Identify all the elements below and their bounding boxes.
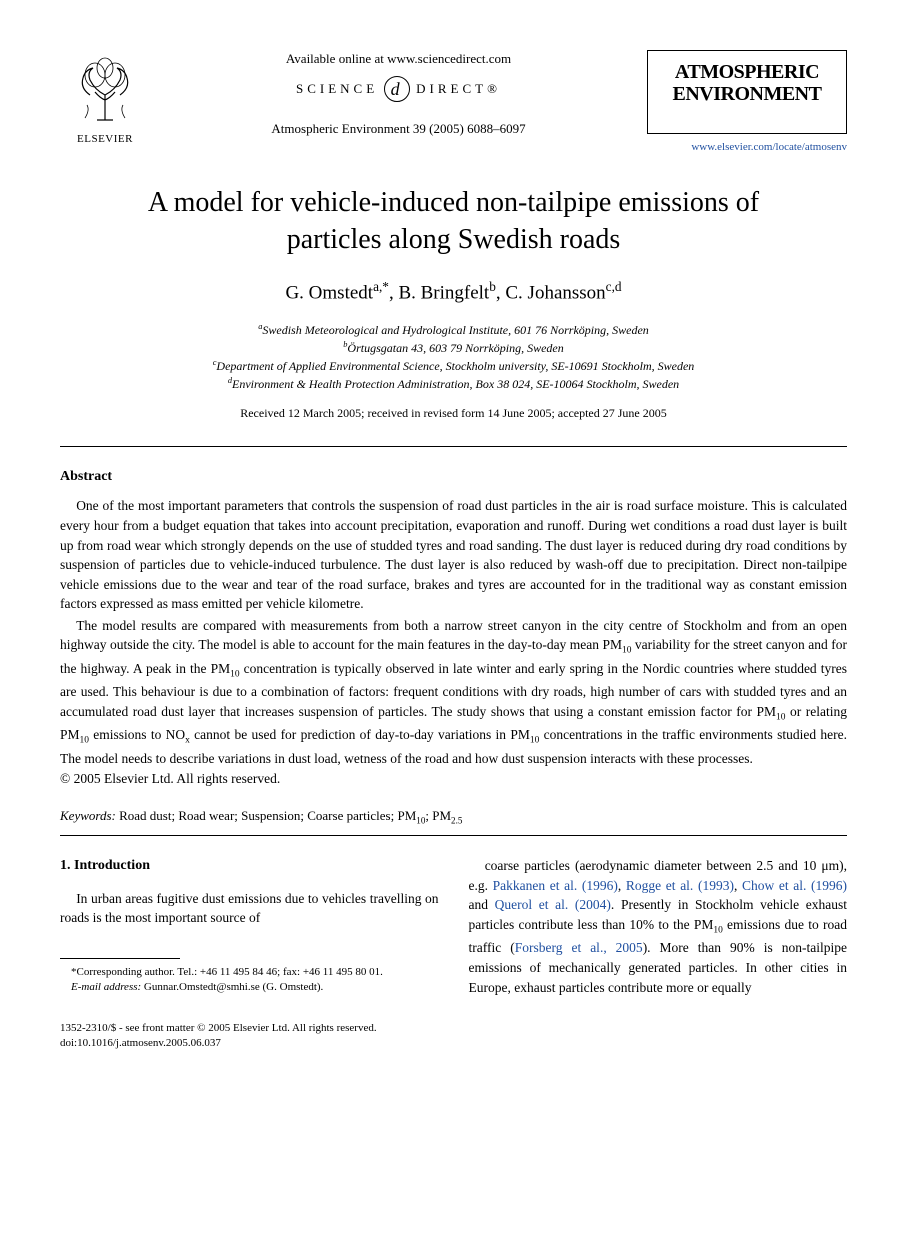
paper-page: ELSEVIER Available online at www.science… [0, 0, 907, 1092]
footer-line2: doi:10.1016/j.atmosenv.2005.06.037 [60, 1036, 847, 1051]
intro-col2-para: coarse particles (aerodynamic diameter b… [469, 856, 848, 997]
paper-title: A model for vehicle-induced non-tailpipe… [100, 185, 807, 258]
sd-d-icon: d [384, 76, 410, 102]
footnote-email: E-mail address: Gunnar.Omstedt@smhi.se (… [60, 980, 439, 995]
available-online-text: Available online at www.sciencedirect.co… [170, 50, 627, 68]
intro-heading: 1. Introduction [60, 856, 439, 876]
footnote-rule [60, 958, 180, 959]
column-left: 1. Introduction In urban areas fugitive … [60, 856, 439, 997]
affiliation-a: aSwedish Meteorological and Hydrological… [60, 321, 847, 339]
divider-bottom [60, 835, 847, 836]
sd-right: DIRECT® [416, 80, 501, 98]
column-right: coarse particles (aerodynamic diameter b… [469, 856, 848, 997]
affiliation-b: bÖrtugsgatan 43, 603 79 Norrköping, Swed… [60, 339, 847, 357]
publisher-logo: ELSEVIER [60, 50, 150, 150]
sd-left: SCIENCE [296, 80, 378, 98]
affiliations: aSwedish Meteorological and Hydrological… [60, 321, 847, 393]
submission-dates: Received 12 March 2005; received in revi… [60, 405, 847, 422]
abstract-heading: Abstract [60, 467, 847, 487]
footnote-corresponding: *Corresponding author. Tel.: +46 11 495 … [60, 965, 439, 980]
center-header: Available online at www.sciencedirect.co… [150, 50, 647, 144]
header-row: ELSEVIER Available online at www.science… [60, 50, 847, 155]
keywords-text: Road dust; Road wear; Suspension; Coarse… [119, 808, 462, 823]
journal-url[interactable]: www.elsevier.com/locate/atmosenv [647, 140, 847, 155]
intro-col1-para: In urban areas fugitive dust emissions d… [60, 889, 439, 928]
affiliation-d: dEnvironment & Health Protection Adminis… [60, 375, 847, 393]
affiliation-c: cDepartment of Applied Environmental Sci… [60, 357, 847, 375]
journal-title-box: ATMOSPHERIC ENVIRONMENT [647, 50, 847, 134]
footnote-email-label: E-mail address: [71, 981, 141, 993]
journal-box-line2: ENVIRONMENT [660, 83, 834, 105]
elsevier-tree-icon [65, 50, 145, 130]
body-columns: 1. Introduction In urban areas fugitive … [60, 856, 847, 997]
keywords: Keywords: Road dust; Road wear; Suspensi… [60, 807, 847, 827]
page-footer: 1352-2310/$ - see front matter © 2005 El… [60, 1021, 847, 1052]
keywords-label: Keywords: [60, 808, 116, 823]
publisher-name: ELSEVIER [77, 132, 133, 147]
copyright-line: © 2005 Elsevier Ltd. All rights reserved… [60, 770, 847, 789]
divider-top [60, 446, 847, 447]
science-direct-logo: SCIENCE d DIRECT® [170, 76, 627, 102]
authors: G. Omstedta,*, B. Bringfeltb, C. Johanss… [60, 278, 847, 307]
journal-box-wrap: ATMOSPHERIC ENVIRONMENT www.elsevier.com… [647, 50, 847, 155]
footnote-email-value: Gunnar.Omstedt@smhi.se (G. Omstedt). [144, 981, 323, 993]
journal-box-line1: ATMOSPHERIC [660, 61, 834, 83]
abstract-para-1: One of the most important parameters tha… [60, 496, 847, 613]
footer-line1: 1352-2310/$ - see front matter © 2005 El… [60, 1021, 847, 1036]
journal-reference: Atmospheric Environment 39 (2005) 6088–6… [170, 120, 627, 138]
abstract-para-2: The model results are compared with meas… [60, 616, 847, 768]
